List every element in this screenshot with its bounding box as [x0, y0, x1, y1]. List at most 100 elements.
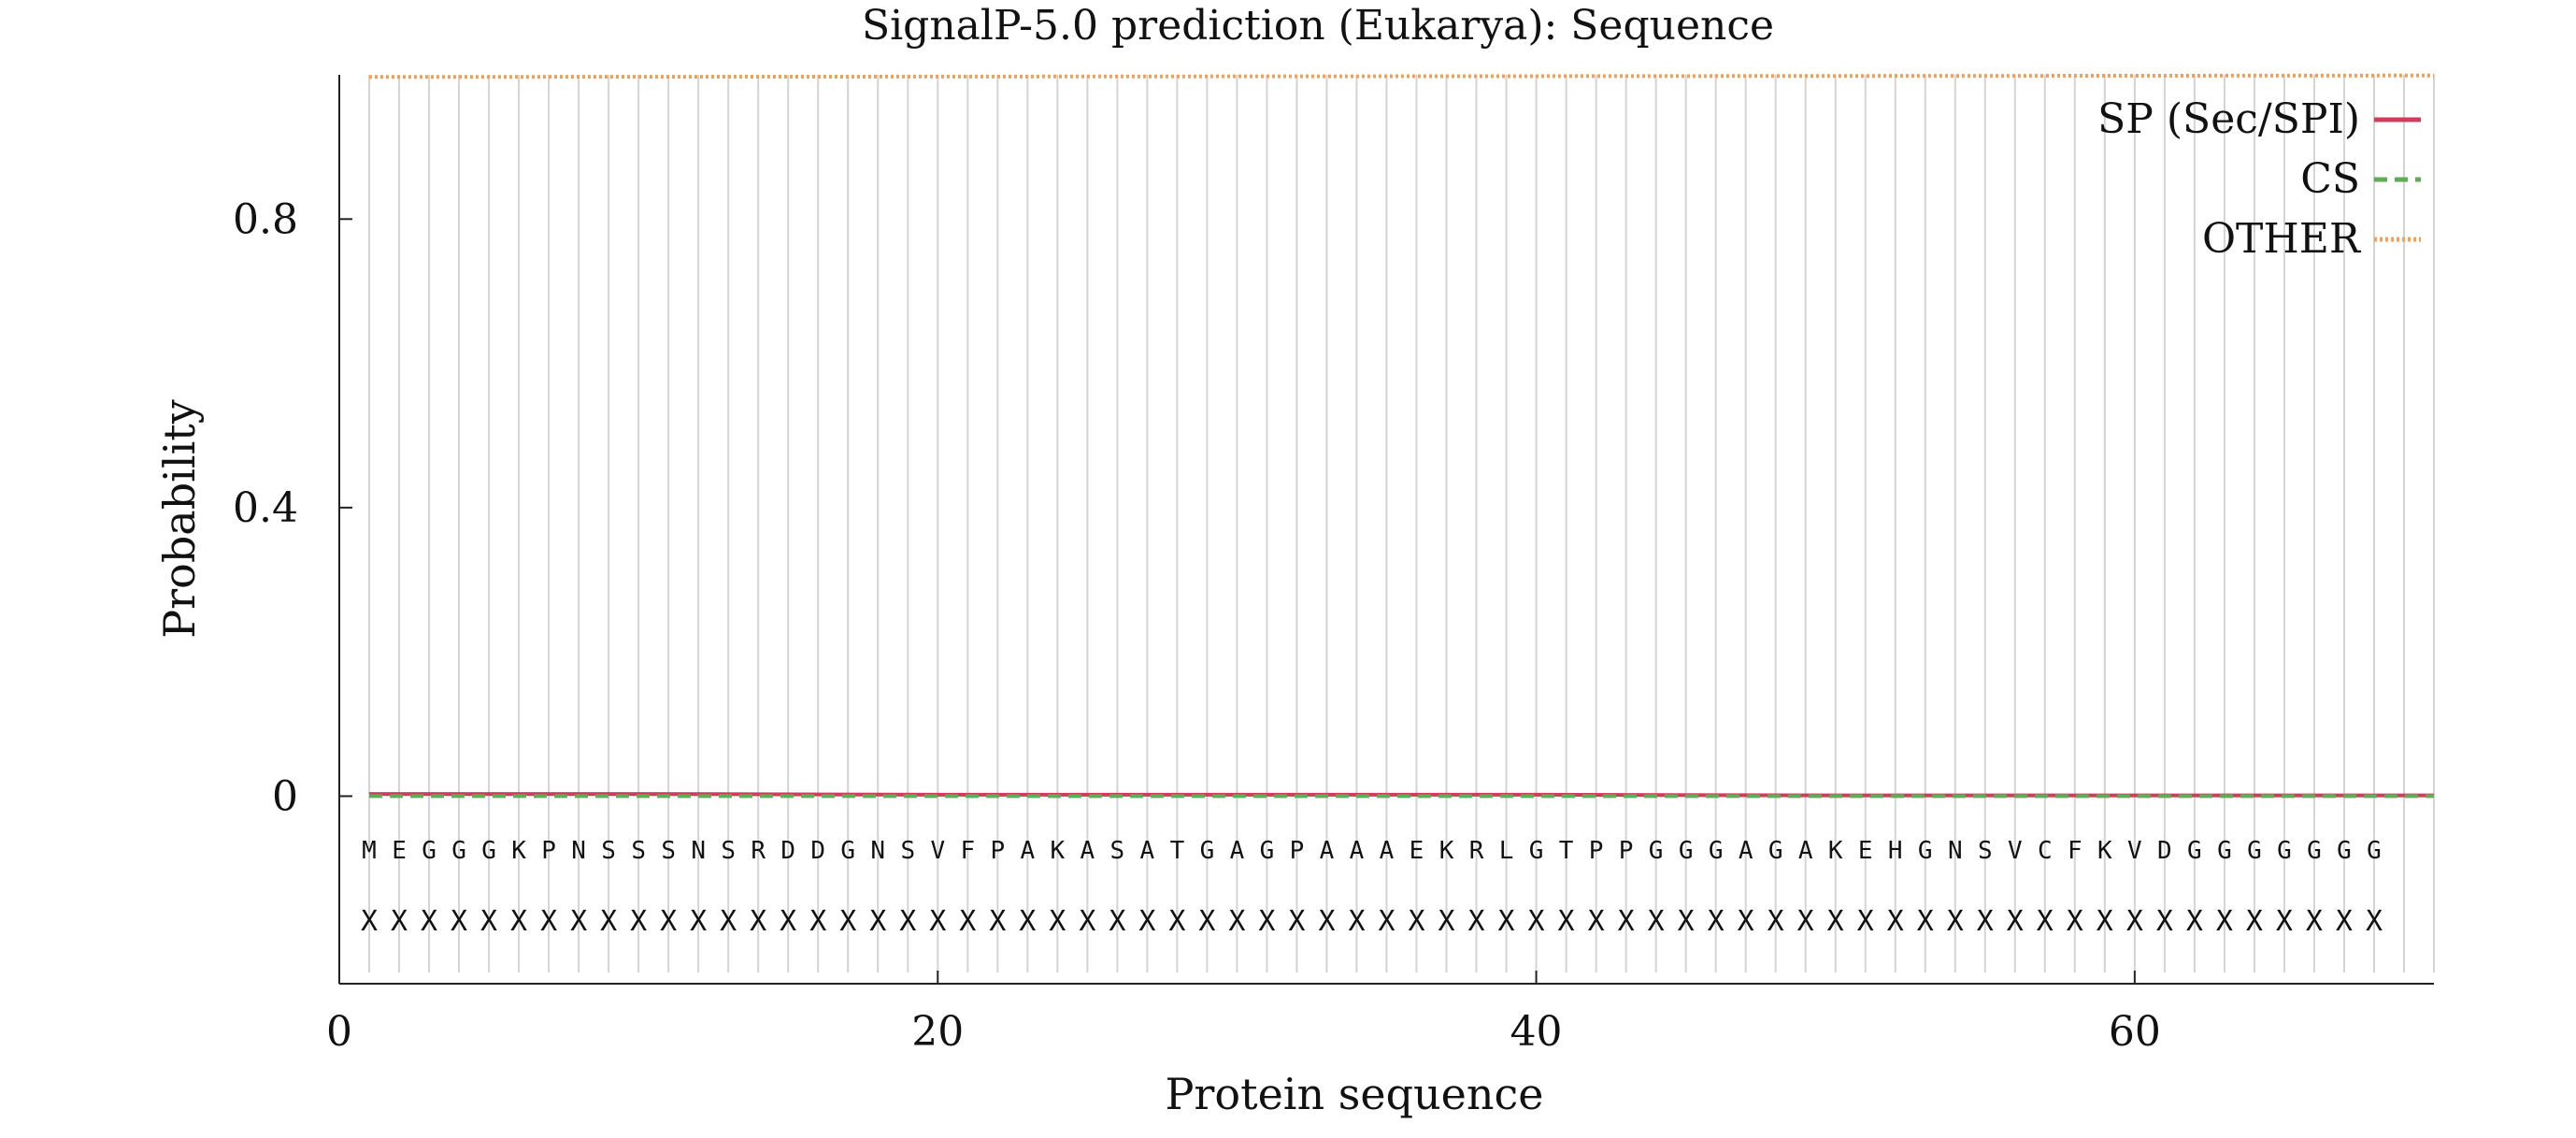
- annotation-mark: X: [391, 905, 408, 938]
- sequence-residue: G: [2367, 837, 2382, 865]
- sequence-residue: E: [1858, 837, 1873, 865]
- annotation-mark: X: [1378, 905, 1395, 938]
- x-ticks: 0 20 40 60: [326, 971, 2161, 1056]
- sequence-residue: G: [1649, 837, 1664, 865]
- sequence-residue: G: [1260, 837, 1275, 865]
- legend: SP (Sec/SPI) CS OTHER: [2097, 95, 2421, 263]
- sequence-residue: C: [2038, 837, 2053, 865]
- sequence-residue: G: [1918, 837, 1933, 865]
- y-axis-label: Probability: [154, 399, 205, 639]
- chart-title: SignalP-5.0 prediction (Eukarya): Sequen…: [862, 2, 1774, 50]
- annotation-mark: X: [1468, 905, 1485, 938]
- annotation-mark: X: [600, 905, 617, 938]
- sequence-residue: A: [1739, 837, 1753, 865]
- sequence-residue: T: [1559, 837, 1574, 865]
- sequence-residue: A: [1021, 837, 1036, 865]
- annotation-mark: X: [1618, 905, 1635, 938]
- annotation-mark: X: [1288, 905, 1305, 938]
- annotation-mark: X: [1438, 905, 1454, 938]
- sequence-residue: R: [1469, 837, 1484, 865]
- sequence-residue: G: [2307, 837, 2322, 865]
- annotation-mark: X: [2067, 905, 2083, 938]
- sequence-residue: R: [751, 837, 766, 865]
- annotation-mark: X: [2366, 905, 2383, 938]
- series-layer: [369, 73, 2435, 799]
- annotation-mark: X: [2007, 905, 2024, 938]
- sequence-residue: K: [511, 837, 526, 865]
- sequence-residue: G: [1679, 837, 1694, 865]
- annotation-mark: X: [929, 905, 946, 938]
- annotation-mark: X: [869, 905, 886, 938]
- annotation-mark: X: [780, 905, 796, 938]
- annotation-mark: X: [421, 905, 437, 938]
- annotation-mark: X: [2126, 905, 2143, 938]
- sequence-residue: K: [1439, 837, 1454, 865]
- sequence-residue: G: [1709, 837, 1724, 865]
- sequence-residue: F: [960, 837, 975, 865]
- sequence-residue: G: [2277, 837, 2292, 865]
- annotation-mark: X: [1408, 905, 1424, 938]
- annotation-mark: X: [2276, 905, 2293, 938]
- annotation-mark: X: [2216, 905, 2233, 938]
- annotation-mark: X: [1348, 905, 1365, 938]
- sequence-residue: S: [661, 837, 676, 865]
- sequence-residue: S: [900, 837, 915, 865]
- x-tick-label: 20: [911, 1008, 964, 1056]
- annotation-mark: X: [989, 905, 1006, 938]
- sequence-residue: N: [1948, 837, 1963, 865]
- annotation-mark: X: [1797, 905, 1814, 938]
- annotation-mark: X: [570, 905, 587, 938]
- legend-label: SP (Sec/SPI): [2097, 95, 2360, 143]
- sequence-residue: G: [2187, 837, 2202, 865]
- sequence-residue: P: [541, 837, 556, 865]
- annotation-mark: X: [1857, 905, 1874, 938]
- annotation-mark: X: [1049, 905, 1066, 938]
- annotation-mark: X: [839, 905, 856, 938]
- annotation-mark: X: [540, 905, 557, 938]
- x-tick-label: 40: [1510, 1008, 1563, 1056]
- sequence-residue: V: [2008, 837, 2023, 865]
- sequence-residue: P: [1589, 837, 1604, 865]
- sequence-residue: V: [930, 837, 945, 865]
- sequence-residue: N: [691, 837, 706, 865]
- annotation-mark: X: [510, 905, 527, 938]
- x-tick-label: 60: [2109, 1008, 2161, 1056]
- annotation-mark: X: [2306, 905, 2323, 938]
- annotation-mark: X: [1258, 905, 1275, 938]
- annotation-mark: X: [1528, 905, 1545, 938]
- sequence-residue: P: [1290, 837, 1305, 865]
- annotation-mark: X: [1558, 905, 1575, 938]
- annotation-mark: X: [1498, 905, 1515, 938]
- sequence-residue: G: [2337, 837, 2352, 865]
- sequence-residue: E: [392, 837, 407, 865]
- sequence-residue: F: [2068, 837, 2082, 865]
- annotation-mark: X: [1318, 905, 1335, 938]
- annotation-mark: X: [1588, 905, 1605, 938]
- series-line-other: [369, 73, 2435, 79]
- annotation-mark: X: [660, 905, 677, 938]
- sequence-residue: S: [1110, 837, 1125, 865]
- annotation-mark: X: [899, 905, 916, 938]
- legend-label: CS: [2300, 155, 2360, 203]
- annotation-mark: X: [451, 905, 467, 938]
- sequence-residue: A: [1380, 837, 1395, 865]
- annotation-mark: X: [1198, 905, 1215, 938]
- annotation-mark: X: [959, 905, 976, 938]
- sequence-residue: K: [1828, 837, 1843, 865]
- annotation-mark: X: [1079, 905, 1095, 938]
- sequence-residue: G: [2247, 837, 2262, 865]
- sequence-residue: A: [1798, 837, 1813, 865]
- sequence-residue: G: [1768, 837, 1783, 865]
- annotation-mark: X: [1678, 905, 1695, 938]
- sequence-residue: A: [1140, 837, 1155, 865]
- x-axis-label: Protein sequence: [1165, 1069, 1543, 1119]
- sequence-residue: S: [1978, 837, 1993, 865]
- sequence-residue: G: [422, 837, 436, 865]
- annotation-mark: X: [2336, 905, 2353, 938]
- sequence-residue: G: [2217, 837, 2232, 865]
- annotation-mark: X: [1738, 905, 1754, 938]
- x-tick-label: 0: [326, 1008, 352, 1056]
- sequence-residue: P: [990, 837, 1005, 865]
